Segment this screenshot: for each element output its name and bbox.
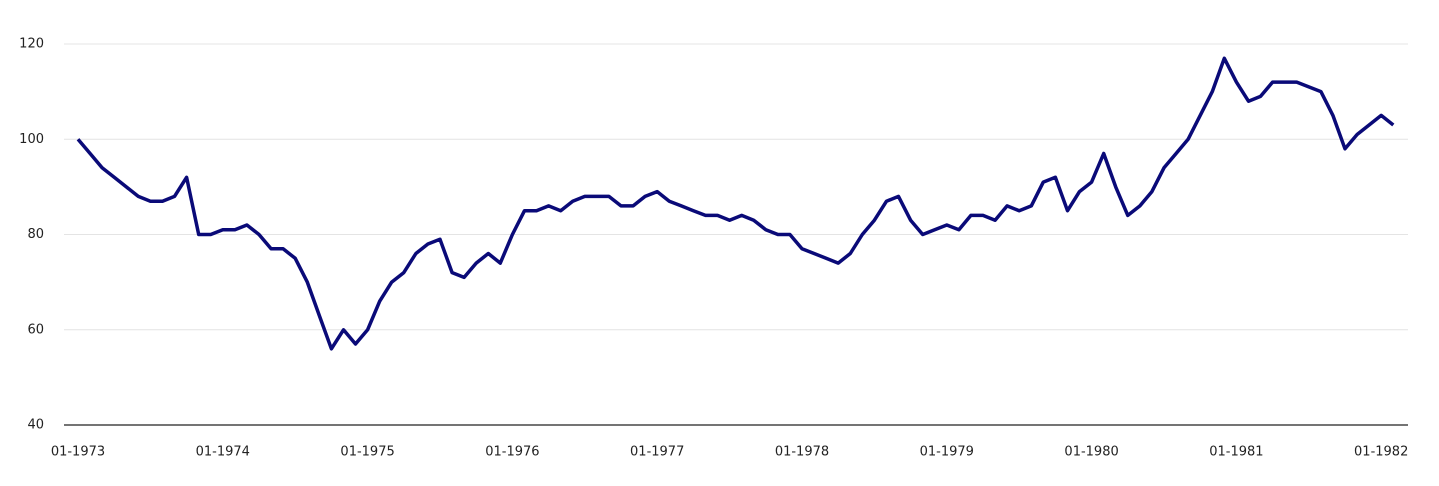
y-tick-label: 120 — [19, 37, 44, 52]
x-tick-label: 01-1973 — [51, 445, 105, 460]
x-tick-label: 01-1974 — [196, 445, 250, 460]
x-tick-label: 01-1979 — [920, 445, 974, 460]
y-tick-label: 40 — [27, 418, 44, 433]
y-tick-label: 100 — [19, 132, 44, 147]
line-series — [76, 56, 1395, 351]
x-tick-label: 01-1981 — [1209, 445, 1263, 460]
x-tick-label: 01-1975 — [340, 445, 394, 460]
x-tick-label: 01-1982 — [1354, 445, 1408, 460]
x-tick-label: 01-1977 — [630, 445, 684, 460]
x-tick-label: 01-1980 — [1064, 445, 1118, 460]
x-tick-label: 01-1976 — [485, 445, 539, 460]
y-tick-label: 60 — [27, 322, 44, 337]
y-tick-label: 80 — [27, 227, 44, 242]
x-tick-label: 01-1978 — [775, 445, 829, 460]
